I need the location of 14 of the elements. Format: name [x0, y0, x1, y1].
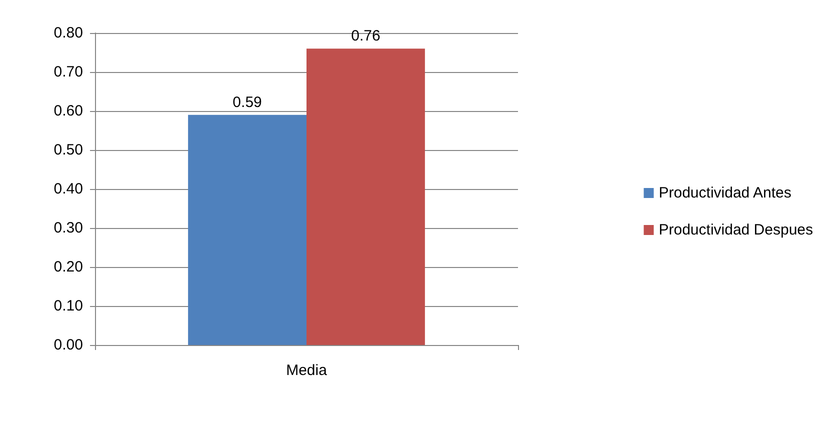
data-label: 0.76 — [351, 28, 380, 45]
legend-label: Productividad Despues — [658, 222, 814, 238]
y-tick-label: 0.30 — [54, 220, 83, 236]
y-tick-label: 0.00 — [54, 336, 83, 354]
y-tick-label: 0.20 — [54, 258, 83, 276]
y-tick-label: 0.40 — [54, 180, 83, 198]
legend-label: Productividad Antes — [658, 184, 792, 202]
y-tick-label: 0.60 — [54, 102, 83, 120]
x-tick-label: Media — [286, 362, 328, 379]
data-label: 0.59 — [232, 94, 262, 111]
y-tick-label: 0.50 — [54, 142, 83, 158]
y-tick-label: 0.10 — [54, 298, 83, 314]
y-tick-label: 0.80 — [54, 24, 83, 42]
y-tick-label: 0.70 — [54, 64, 83, 80]
